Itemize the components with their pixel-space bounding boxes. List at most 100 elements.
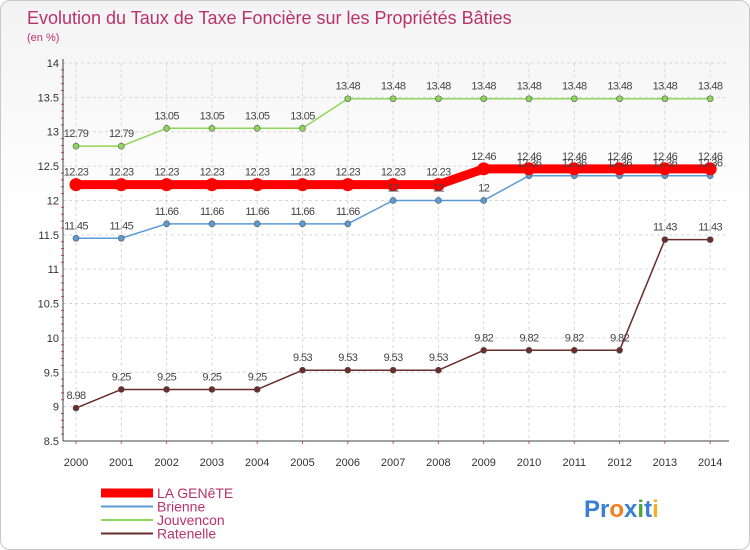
y-tick-label: 11.5 bbox=[38, 230, 59, 242]
series-ratenelle bbox=[72, 236, 714, 412]
data-label: 12 bbox=[388, 182, 400, 194]
data-label: 12.23 bbox=[336, 167, 361, 179]
series-la-gen-te bbox=[69, 162, 717, 192]
data-point bbox=[118, 386, 125, 393]
data-label: 11.66 bbox=[336, 206, 360, 218]
data-point bbox=[522, 162, 536, 176]
data-point bbox=[567, 162, 581, 176]
data-label: 13.48 bbox=[562, 81, 587, 93]
data-label: 12 bbox=[433, 182, 445, 194]
data-label: 12.46 bbox=[517, 151, 542, 163]
data-label: 13.48 bbox=[653, 81, 678, 93]
data-label: 11.66 bbox=[155, 206, 179, 218]
data-label: 12.23 bbox=[426, 167, 451, 179]
data-point bbox=[386, 178, 400, 192]
data-point bbox=[72, 234, 80, 242]
data-point bbox=[435, 95, 442, 103]
data-point bbox=[344, 366, 352, 374]
y-tick-label: 8.5 bbox=[44, 436, 59, 448]
proxiti-logo: Proxiti bbox=[584, 496, 659, 523]
data-label: 13.05 bbox=[245, 110, 270, 122]
data-point bbox=[658, 162, 672, 176]
x-tick-label: 2014 bbox=[698, 457, 722, 469]
x-tick-label: 2008 bbox=[426, 457, 450, 469]
data-label: 12.79 bbox=[64, 128, 89, 140]
x-tick-label: 2004 bbox=[245, 457, 269, 469]
data-point bbox=[69, 178, 83, 192]
data-point bbox=[341, 178, 355, 192]
x-tick-label: 2012 bbox=[607, 457, 631, 469]
data-label: 9.25 bbox=[112, 371, 131, 383]
x-tick-label: 2001 bbox=[109, 457, 133, 469]
data-label: 12.23 bbox=[245, 167, 270, 179]
data-point bbox=[114, 178, 128, 192]
data-point bbox=[344, 95, 352, 103]
data-point bbox=[389, 95, 397, 103]
data-label: 12.79 bbox=[109, 128, 134, 140]
data-label: 13.48 bbox=[336, 81, 361, 93]
data-point bbox=[477, 162, 491, 176]
data-label: 11.45 bbox=[64, 220, 88, 232]
data-label: 12.23 bbox=[200, 167, 225, 179]
data-label: 9.82 bbox=[610, 332, 629, 344]
data-point bbox=[250, 178, 264, 192]
data-point bbox=[703, 162, 717, 176]
x-tick-label: 2006 bbox=[336, 457, 360, 469]
logo-letter: P bbox=[584, 496, 600, 523]
data-point bbox=[613, 162, 627, 176]
x-tick-label: 2002 bbox=[154, 457, 178, 469]
data-label: 13.05 bbox=[154, 110, 179, 122]
y-tick-label: 10.5 bbox=[38, 299, 59, 311]
data-label: 9.53 bbox=[338, 352, 357, 364]
data-point bbox=[299, 220, 306, 228]
data-label: 13.48 bbox=[381, 81, 406, 93]
data-label: 9.53 bbox=[293, 352, 312, 364]
data-label: 13.48 bbox=[517, 81, 542, 93]
logo-letter: t bbox=[644, 496, 652, 523]
data-label: 13.48 bbox=[426, 81, 451, 93]
data-point bbox=[253, 220, 261, 228]
data-label: 12.36 bbox=[698, 158, 723, 170]
data-point bbox=[72, 404, 80, 412]
data-point bbox=[616, 346, 623, 354]
data-point bbox=[299, 366, 306, 374]
data-label: 12.23 bbox=[381, 167, 406, 179]
legend-label: Ratenelle bbox=[157, 526, 216, 542]
data-point bbox=[389, 366, 397, 374]
data-label: 9.25 bbox=[202, 371, 221, 383]
data-point bbox=[525, 95, 533, 103]
data-label: 12.46 bbox=[698, 151, 723, 163]
y-tick-label: 13.5 bbox=[38, 92, 59, 104]
data-label: 13.48 bbox=[698, 81, 723, 93]
legend-label: Brienne bbox=[157, 499, 205, 515]
data-label: 13.48 bbox=[607, 81, 632, 93]
logo-letter: o bbox=[609, 496, 624, 523]
data-point bbox=[253, 386, 261, 393]
data-label: 12.36 bbox=[653, 158, 678, 170]
data-label: 12.23 bbox=[109, 167, 134, 179]
data-point bbox=[480, 95, 488, 103]
data-label: 9.82 bbox=[565, 332, 584, 344]
data-point bbox=[296, 178, 309, 192]
data-label: 13.05 bbox=[290, 110, 315, 122]
y-tick-label: 9 bbox=[53, 402, 59, 414]
series-jouvencon bbox=[72, 95, 714, 150]
data-point bbox=[435, 366, 442, 374]
data-label: 9.82 bbox=[519, 332, 538, 344]
data-point bbox=[570, 95, 578, 103]
data-point bbox=[570, 346, 578, 354]
x-tick-label: 2011 bbox=[562, 457, 586, 469]
data-label: 11.45 bbox=[109, 220, 133, 232]
data-point bbox=[160, 178, 174, 192]
y-tick-label: 11 bbox=[48, 264, 59, 276]
logo-letter: x bbox=[624, 496, 638, 523]
y-tick-label: 9.5 bbox=[44, 367, 59, 379]
x-tick-label: 2005 bbox=[290, 457, 314, 469]
data-label: 8.98 bbox=[66, 390, 85, 402]
data-point bbox=[616, 95, 623, 103]
data-point bbox=[163, 220, 170, 228]
data-point bbox=[706, 236, 714, 243]
